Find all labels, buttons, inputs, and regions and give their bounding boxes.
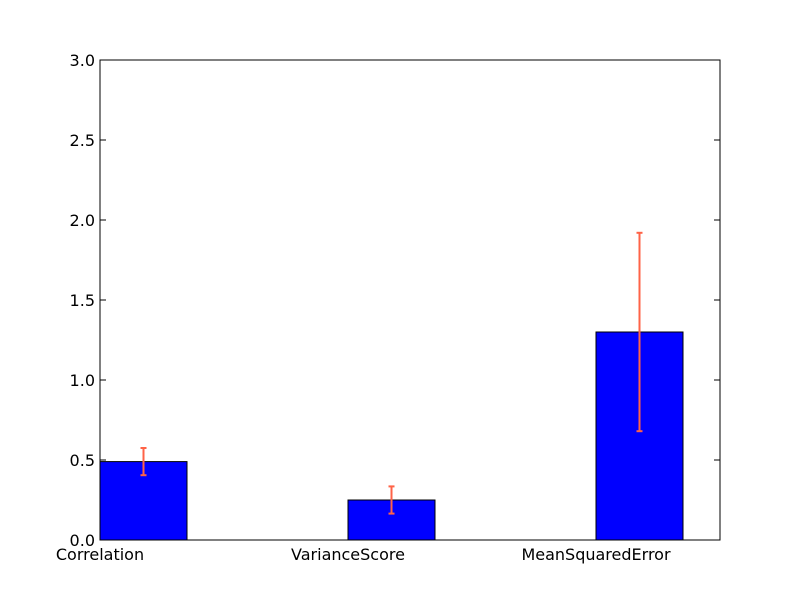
x-tick-label: Correlation	[56, 545, 144, 564]
x-axis: Correlation VarianceScore MeanSquaredError	[56, 545, 671, 564]
y-tick-label: 2.0	[70, 211, 95, 230]
error-bars-layer	[140, 231, 643, 515]
y-tick-label: 3.0	[70, 51, 95, 70]
y-axis: 0.0 0.5 1.0 1.5 2.0 2.5 3.0	[70, 51, 720, 550]
y-tick-label: 2.5	[70, 131, 95, 150]
x-tick-label: VarianceScore	[291, 545, 405, 564]
y-tick-label: 1.0	[70, 371, 95, 390]
y-tick-label: 0.5	[70, 451, 95, 470]
y-tick-label: 1.5	[70, 291, 95, 310]
y-tick-label: 0.0	[70, 531, 95, 550]
x-tick-label: MeanSquaredError	[521, 545, 671, 564]
